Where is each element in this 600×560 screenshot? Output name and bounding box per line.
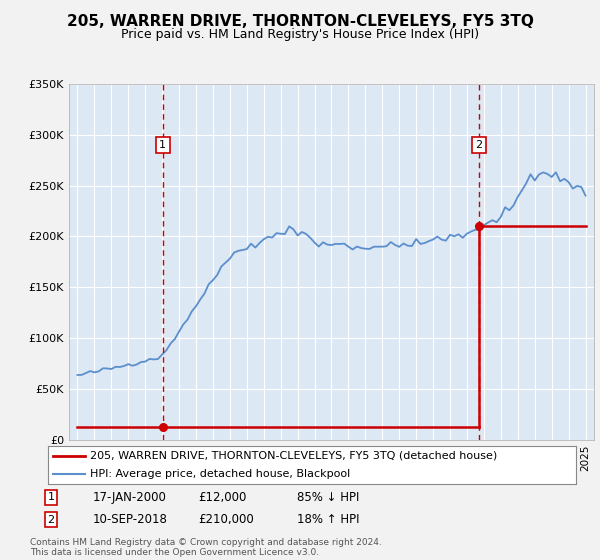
Text: 85% ↓ HPI: 85% ↓ HPI bbox=[297, 491, 359, 504]
Text: HPI: Average price, detached house, Blackpool: HPI: Average price, detached house, Blac… bbox=[90, 469, 350, 479]
Text: Price paid vs. HM Land Registry's House Price Index (HPI): Price paid vs. HM Land Registry's House … bbox=[121, 28, 479, 41]
Text: 2: 2 bbox=[47, 515, 55, 525]
Text: 2: 2 bbox=[475, 140, 482, 150]
Text: £210,000: £210,000 bbox=[198, 513, 254, 526]
Text: 205, WARREN DRIVE, THORNTON-CLEVELEYS, FY5 3TQ: 205, WARREN DRIVE, THORNTON-CLEVELEYS, F… bbox=[67, 14, 533, 29]
Text: £12,000: £12,000 bbox=[198, 491, 247, 504]
Text: Contains HM Land Registry data © Crown copyright and database right 2024.
This d: Contains HM Land Registry data © Crown c… bbox=[30, 538, 382, 557]
Text: 10-SEP-2018: 10-SEP-2018 bbox=[93, 513, 168, 526]
Text: 205, WARREN DRIVE, THORNTON-CLEVELEYS, FY5 3TQ (detached house): 205, WARREN DRIVE, THORNTON-CLEVELEYS, F… bbox=[90, 451, 497, 461]
Text: 17-JAN-2000: 17-JAN-2000 bbox=[93, 491, 167, 504]
Text: 1: 1 bbox=[160, 140, 166, 150]
Text: 1: 1 bbox=[47, 492, 55, 502]
Text: 18% ↑ HPI: 18% ↑ HPI bbox=[297, 513, 359, 526]
